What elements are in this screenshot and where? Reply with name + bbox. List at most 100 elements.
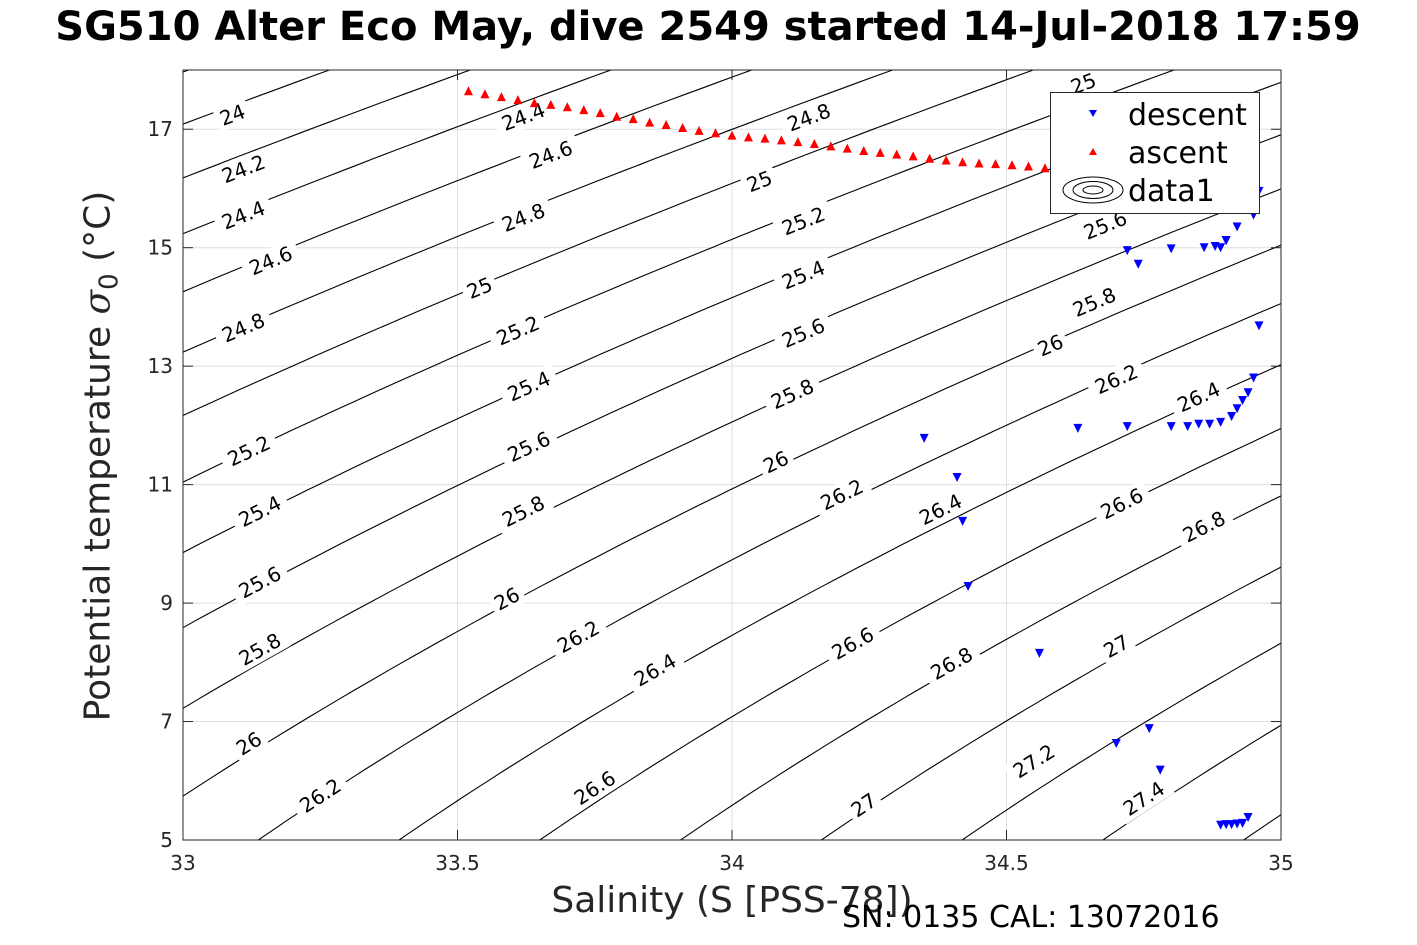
ascent-point bbox=[875, 147, 885, 157]
ascent-point bbox=[859, 146, 869, 156]
legend-item-descent[interactable]: descent bbox=[1051, 96, 1259, 133]
contour-label-knockout bbox=[547, 612, 610, 662]
descent-point bbox=[1155, 765, 1165, 775]
ascent-point bbox=[562, 102, 572, 112]
y-tick-label: 13 bbox=[148, 354, 173, 378]
contour-label-knockout bbox=[563, 762, 626, 814]
contour-label-knockout bbox=[821, 618, 884, 669]
legend-item-data1[interactable]: data1 bbox=[1051, 172, 1259, 209]
descent-point bbox=[1227, 412, 1237, 421]
contour-label-knockout bbox=[497, 423, 561, 470]
contour-label-knockout bbox=[1172, 502, 1236, 551]
contour-line bbox=[183, 244, 1281, 797]
y-tick-label: 17 bbox=[148, 117, 173, 141]
descent-point bbox=[1249, 373, 1259, 383]
contour-label-knockout bbox=[909, 485, 972, 534]
descent-point bbox=[1166, 422, 1176, 432]
ascent-point bbox=[892, 149, 902, 159]
legend-label-descent: descent bbox=[1128, 98, 1247, 133]
y-axis-label-main: Potential temperature bbox=[77, 314, 119, 722]
descent-point bbox=[952, 473, 962, 483]
ascent-point bbox=[694, 125, 704, 135]
contour-label-knockout bbox=[239, 238, 303, 283]
y-tick-label: 5 bbox=[160, 828, 173, 852]
contour-line bbox=[183, 188, 1281, 709]
contour-label-knockout bbox=[497, 363, 561, 410]
ascent-point bbox=[793, 137, 803, 147]
footer-calibration: SN: 0135 CAL: 13072016 bbox=[842, 900, 1220, 935]
ascent-point bbox=[595, 108, 605, 118]
ascent-point bbox=[1007, 160, 1017, 170]
y-axis-label-sub: 0 bbox=[94, 273, 125, 290]
contour-label-knockout bbox=[1073, 203, 1137, 248]
descent-point bbox=[1183, 422, 1193, 432]
y-tick-label: 15 bbox=[148, 236, 173, 260]
ascent-point bbox=[1040, 163, 1050, 173]
descent-point bbox=[1194, 419, 1204, 429]
contour-label-knockout bbox=[492, 487, 555, 535]
descent-point bbox=[1221, 236, 1231, 246]
contour-label-knockout bbox=[1084, 356, 1148, 402]
ascent-point bbox=[645, 117, 655, 127]
descent-point bbox=[1232, 222, 1242, 232]
contour-label-knockout bbox=[492, 95, 555, 139]
contour-label-knockout bbox=[519, 133, 583, 177]
descent-point bbox=[1216, 820, 1226, 830]
chart-title: SG510 Alter Eco May, dive 2549 started 1… bbox=[55, 4, 1361, 50]
contour-label-knockout bbox=[486, 580, 528, 618]
descent-point bbox=[1216, 243, 1226, 253]
ascent-point bbox=[529, 98, 539, 108]
contour-label-knockout bbox=[459, 270, 500, 306]
contour-line bbox=[1101, 724, 1281, 840]
legend-item-ascent[interactable]: ascent bbox=[1051, 134, 1259, 171]
y-tick-label: 11 bbox=[148, 473, 173, 497]
ascent-point bbox=[826, 141, 836, 151]
ascent-point bbox=[711, 128, 721, 138]
y-axis-label-unit: (°C) bbox=[77, 190, 119, 274]
contour-label-knockout bbox=[1167, 374, 1231, 420]
contour-label-knockout bbox=[228, 724, 270, 763]
contour-label-knockout bbox=[212, 147, 275, 191]
ascent-point bbox=[463, 86, 473, 96]
legend-contour-icon bbox=[1062, 176, 1124, 204]
legend-ascent-marker bbox=[1089, 148, 1097, 155]
descent-point bbox=[1232, 404, 1242, 414]
contour-label-knockout bbox=[217, 427, 281, 475]
contour-line bbox=[183, 70, 895, 353]
descent-point bbox=[1122, 422, 1132, 432]
contour-label-knockout bbox=[739, 164, 780, 199]
contour-label-knockout bbox=[761, 371, 824, 417]
ascent-point bbox=[661, 119, 671, 129]
ascent-point bbox=[941, 155, 951, 165]
x-tick-label: 35 bbox=[1268, 851, 1293, 875]
legend-descent-marker bbox=[1089, 110, 1097, 117]
contour-label-knockout bbox=[772, 199, 835, 243]
descent-point bbox=[1073, 423, 1083, 433]
y-tick-label: 9 bbox=[160, 591, 173, 615]
ascent-point bbox=[513, 95, 523, 105]
descent-point bbox=[963, 581, 973, 591]
contour-label-knockout bbox=[843, 785, 885, 825]
legend[interactable]: descent ascent data1 bbox=[1050, 92, 1260, 214]
contour-label-knockout bbox=[486, 308, 550, 354]
contour-label-knockout bbox=[1112, 772, 1175, 825]
descent-point bbox=[1133, 259, 1143, 269]
ascent-point bbox=[480, 89, 490, 99]
contour-line bbox=[183, 70, 613, 235]
descent-point bbox=[958, 516, 968, 526]
contour-label-knockout bbox=[920, 638, 983, 689]
contour-label-knockout bbox=[212, 305, 275, 351]
ascent-point bbox=[496, 92, 506, 102]
ascent-point bbox=[958, 157, 968, 167]
contour-label-knockout bbox=[1090, 479, 1154, 528]
x-axis-label: Salinity (S [PSS-78]) bbox=[551, 880, 913, 921]
ascent-point bbox=[908, 151, 918, 161]
ascent-point bbox=[809, 138, 819, 148]
descent-point bbox=[1144, 724, 1154, 734]
descent-point bbox=[1205, 419, 1215, 429]
descent-point bbox=[1034, 648, 1044, 658]
legend-label-ascent: ascent bbox=[1128, 136, 1228, 171]
contour-label-knockout bbox=[228, 558, 292, 607]
contour-label-knockout bbox=[212, 97, 253, 133]
